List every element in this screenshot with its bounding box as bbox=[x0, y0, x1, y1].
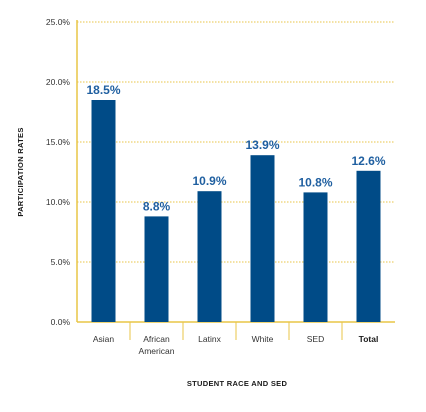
x-category-label: Total bbox=[359, 334, 379, 344]
x-category-labels: Asian African American Latinx White SED Total bbox=[93, 334, 378, 356]
x-category-label: SED bbox=[307, 334, 324, 344]
x-category-label: American bbox=[139, 346, 175, 356]
y-tick-label: 5.0% bbox=[51, 257, 71, 267]
data-label: 10.9% bbox=[192, 174, 226, 188]
axes bbox=[76, 20, 395, 340]
x-category-label: African bbox=[143, 334, 170, 344]
bar bbox=[303, 192, 328, 322]
data-label: 13.9% bbox=[245, 138, 279, 152]
x-axis-title: STUDENT RACE AND SED bbox=[187, 379, 288, 388]
bar bbox=[250, 155, 275, 322]
x-category-label: Latinx bbox=[198, 334, 221, 344]
y-tick-label: 0.0% bbox=[51, 317, 71, 327]
y-tick-label: 15.0% bbox=[46, 137, 71, 147]
data-label: 8.8% bbox=[143, 199, 171, 213]
y-tick-label: 25.0% bbox=[46, 17, 71, 27]
data-label: 18.5% bbox=[86, 83, 120, 97]
data-label: 10.8% bbox=[298, 175, 332, 189]
bar bbox=[356, 170, 381, 322]
y-tick-labels: 0.0% 5.0% 10.0% 15.0% 20.0% 25.0% bbox=[46, 17, 71, 327]
bar bbox=[91, 100, 116, 322]
y-axis-title: PARTICIPATION RATES bbox=[16, 127, 25, 216]
bars bbox=[91, 100, 381, 322]
y-tick-label: 20.0% bbox=[46, 77, 71, 87]
bar bbox=[144, 216, 169, 322]
gridlines bbox=[77, 21, 395, 263]
x-category-label: Asian bbox=[93, 334, 115, 344]
x-category-label: White bbox=[252, 334, 274, 344]
y-tick-label: 10.0% bbox=[46, 197, 71, 207]
data-labels: 18.5% 8.8% 10.9% 13.9% 10.8% 12.6% bbox=[86, 83, 385, 213]
bar bbox=[197, 191, 222, 322]
data-label: 12.6% bbox=[351, 154, 385, 168]
